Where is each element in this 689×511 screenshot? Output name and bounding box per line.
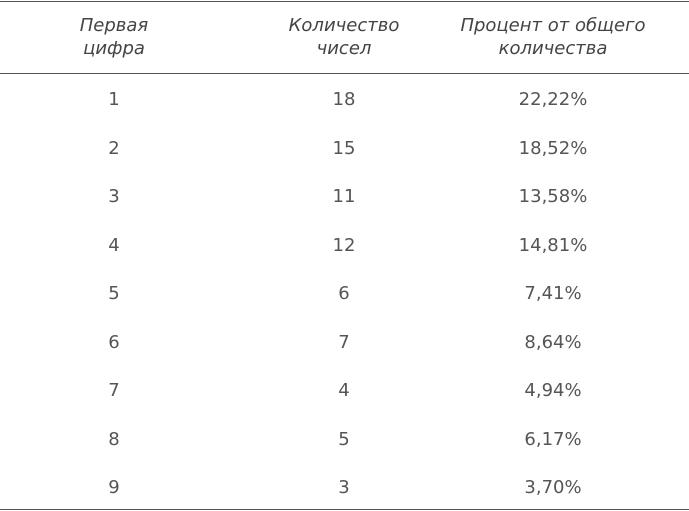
table-cell: 5	[108, 283, 120, 304]
header-line: Первая	[79, 15, 149, 36]
table-cell: 14,81%	[518, 234, 588, 256]
table-cell: 18,52%	[518, 137, 588, 159]
table-cell: 4	[108, 234, 120, 256]
top-rule	[0, 1, 689, 2]
table-cell: 13,58%	[518, 186, 588, 207]
header-cell: Процент от общего количества	[460, 14, 645, 60]
table-cell: 12	[332, 234, 356, 256]
table-cell: 7	[108, 380, 120, 401]
header-line: цифра	[83, 38, 145, 59]
header-line: Процент от общего	[460, 15, 646, 36]
table-cell: 8	[108, 428, 120, 450]
table-cell: 2	[108, 137, 120, 159]
bottom-rule	[0, 509, 689, 510]
table-cell: 18	[332, 89, 356, 110]
table-cell: 3,70%	[524, 477, 582, 498]
table-cell: 3	[108, 186, 120, 207]
table-cell: 6	[108, 331, 120, 353]
table-cell: 7,41%	[524, 283, 582, 304]
table-cell: 3	[338, 477, 350, 498]
header-line: Количество	[288, 15, 400, 36]
table-cell: 6	[338, 283, 350, 304]
header-cell: Первая цифра	[80, 14, 149, 60]
table-cell: 5	[338, 428, 350, 450]
table-cell: 8,64%	[524, 331, 582, 353]
table-cell: 1	[108, 89, 120, 110]
table-cell: 22,22%	[518, 89, 588, 110]
header-line: количества	[498, 38, 608, 59]
table-cell: 4,94%	[524, 380, 582, 401]
table-cell: 4	[338, 380, 350, 401]
header-rule	[0, 73, 689, 74]
table-cell: 7	[338, 331, 350, 353]
table-cell: 15	[332, 137, 356, 159]
table-cell: 6,17%	[524, 428, 582, 450]
header-cell: Количество чисел	[289, 14, 400, 60]
table-cell: 9	[108, 477, 120, 498]
header-line: чисел	[316, 38, 372, 59]
table-cell: 11	[332, 186, 356, 207]
